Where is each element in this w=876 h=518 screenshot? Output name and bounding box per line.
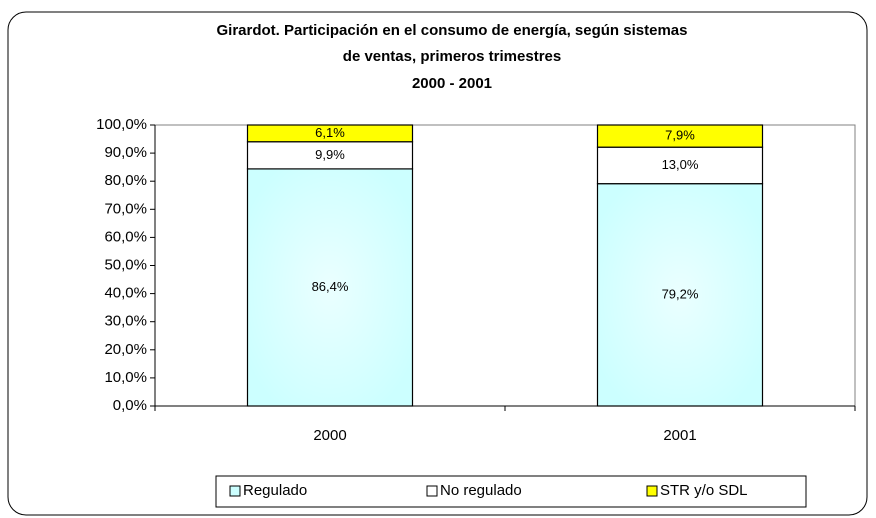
legend-label: No regulado <box>440 482 522 499</box>
legend-label: STR y/o SDL <box>660 482 748 499</box>
y-tick-label: 90,0% <box>104 144 147 161</box>
bar-shade <box>248 169 412 405</box>
y-tick-label: 20,0% <box>104 341 147 358</box>
y-tick-label: 80,0% <box>104 172 147 189</box>
legend-swatch <box>426 485 438 497</box>
chart-title: Girardot. Participación en el consumo de… <box>217 22 688 39</box>
data-label: 86,4% <box>312 279 349 294</box>
data-label: 13,0% <box>662 157 699 172</box>
chart-title: 2000 - 2001 <box>412 75 492 92</box>
y-tick-label: 60,0% <box>104 228 147 245</box>
bar-segment <box>596 124 764 148</box>
bar-shade <box>598 184 762 405</box>
legend-swatch <box>646 485 658 497</box>
data-label: 7,9% <box>665 128 695 143</box>
y-tick-label: 50,0% <box>104 256 147 273</box>
y-tick-label: 40,0% <box>104 285 147 302</box>
chart-title: de ventas, primeros trimestres <box>343 48 561 65</box>
bar-segment <box>246 124 414 143</box>
legend-label: Regulado <box>243 482 307 499</box>
bar-segment <box>246 141 414 170</box>
x-tick-label: 2001 <box>663 427 696 444</box>
y-tick-label: 100,0% <box>96 116 147 133</box>
y-tick-label: 10,0% <box>104 369 147 386</box>
y-tick-label: 0,0% <box>113 397 147 414</box>
data-label: 9,9% <box>315 147 345 162</box>
y-tick-label: 30,0% <box>104 313 147 330</box>
legend-swatch <box>229 485 241 497</box>
y-tick-label: 70,0% <box>104 200 147 217</box>
legend-box <box>215 475 807 508</box>
data-label: 79,2% <box>662 286 699 301</box>
x-tick-label: 2000 <box>313 427 346 444</box>
data-label: 6,1% <box>315 125 345 140</box>
